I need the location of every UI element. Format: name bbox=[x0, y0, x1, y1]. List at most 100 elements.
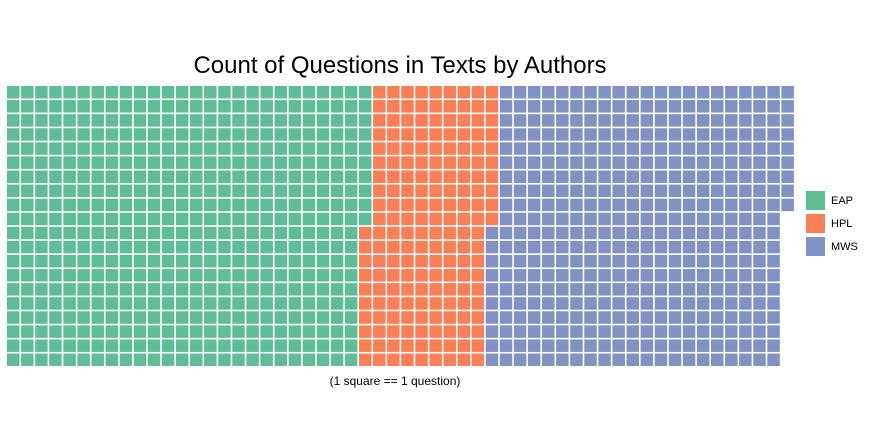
waffle-square-mws bbox=[668, 226, 682, 240]
waffle-square-eap bbox=[105, 128, 119, 141]
waffle-square-mws bbox=[753, 353, 766, 366]
waffle-square-hpl bbox=[415, 269, 428, 282]
waffle-square-eap bbox=[218, 240, 231, 254]
waffle-square-mws bbox=[542, 128, 555, 141]
waffle-square-mws bbox=[556, 353, 569, 366]
waffle-square-mws bbox=[682, 170, 696, 183]
waffle-square-eap bbox=[218, 297, 231, 310]
waffle-square-mws bbox=[513, 325, 527, 338]
waffle-square-hpl bbox=[387, 339, 400, 352]
waffle-square-eap bbox=[288, 114, 302, 127]
waffle-square-eap bbox=[133, 311, 147, 324]
waffle-square-hpl bbox=[373, 325, 386, 338]
waffle-square-eap bbox=[21, 311, 34, 324]
waffle-square-mws bbox=[696, 170, 710, 183]
waffle-square-eap bbox=[147, 86, 161, 99]
waffle-square-mws bbox=[612, 283, 625, 296]
waffle-square-hpl bbox=[401, 283, 414, 296]
waffle-square-mws bbox=[626, 114, 639, 127]
waffle-square-mws bbox=[584, 339, 597, 352]
waffle-square-eap bbox=[35, 128, 48, 141]
waffle-square-eap bbox=[330, 339, 344, 352]
waffle-square-mws bbox=[767, 325, 780, 338]
waffle-square-eap bbox=[49, 170, 62, 183]
waffle-square-hpl bbox=[471, 100, 485, 113]
waffle-square-eap bbox=[63, 128, 76, 141]
waffle-square-hpl bbox=[457, 269, 471, 282]
waffle-square-hpl bbox=[401, 339, 414, 352]
waffle-square-mws bbox=[668, 325, 682, 338]
waffle-square-eap bbox=[105, 226, 119, 240]
waffle-square-mws bbox=[499, 325, 513, 338]
waffle-square-mws bbox=[696, 212, 710, 226]
waffle-square-eap bbox=[260, 100, 273, 113]
waffle-square-eap bbox=[77, 226, 90, 240]
waffle-square-hpl bbox=[387, 311, 400, 324]
waffle-square-mws bbox=[739, 254, 752, 268]
waffle-square-eap bbox=[204, 311, 217, 324]
waffle-square-eap bbox=[204, 212, 217, 226]
waffle-square-mws bbox=[696, 269, 710, 282]
waffle-square-eap bbox=[133, 254, 147, 268]
waffle-square-mws bbox=[556, 128, 569, 141]
waffle-square-mws bbox=[542, 311, 555, 324]
waffle-square-eap bbox=[274, 86, 287, 99]
waffle-square-mws bbox=[499, 269, 513, 282]
waffle-square-hpl bbox=[429, 212, 442, 226]
waffle-square-eap bbox=[204, 297, 217, 310]
waffle-square-mws bbox=[711, 142, 724, 155]
waffle-square-eap bbox=[21, 198, 34, 212]
waffle-square-eap bbox=[246, 170, 259, 183]
waffle-square-eap bbox=[77, 156, 90, 169]
waffle-square-mws bbox=[499, 297, 513, 310]
waffle-square-hpl bbox=[429, 198, 442, 212]
waffle-square-eap bbox=[7, 269, 20, 282]
waffle-square-hpl bbox=[373, 156, 386, 169]
waffle-square-eap bbox=[330, 212, 344, 226]
waffle-square-mws bbox=[485, 311, 499, 324]
waffle-square-mws bbox=[626, 156, 639, 169]
waffle-square-hpl bbox=[457, 226, 471, 240]
waffle-square-eap bbox=[316, 226, 330, 240]
legend: EAP HPL MWS bbox=[806, 189, 858, 258]
waffle-square-mws bbox=[753, 339, 766, 352]
waffle-square-mws bbox=[682, 114, 696, 127]
waffle-square-mws bbox=[513, 86, 527, 99]
waffle-square-eap bbox=[7, 212, 20, 226]
waffle-square-mws bbox=[598, 269, 611, 282]
waffle-square-hpl bbox=[373, 114, 386, 127]
waffle-square-eap bbox=[246, 353, 259, 366]
waffle-square-mws bbox=[584, 142, 597, 155]
waffle-square-mws bbox=[527, 142, 541, 155]
waffle-square-mws bbox=[584, 170, 597, 183]
waffle-square-eap bbox=[260, 114, 273, 127]
waffle-square-hpl bbox=[429, 283, 442, 296]
waffle-square-eap bbox=[359, 170, 372, 183]
waffle-square-mws bbox=[640, 100, 654, 113]
waffle-square-eap bbox=[288, 297, 302, 310]
waffle-square-eap bbox=[105, 156, 119, 169]
waffle-square-eap bbox=[147, 100, 161, 113]
waffle-square-mws bbox=[654, 198, 668, 212]
waffle-square-mws bbox=[711, 198, 724, 212]
waffle-square-eap bbox=[330, 254, 344, 268]
waffle-square-eap bbox=[344, 325, 358, 338]
waffle-square-eap bbox=[105, 283, 119, 296]
waffle-square-mws bbox=[584, 212, 597, 226]
waffle-square-mws bbox=[696, 240, 710, 254]
waffle-square-hpl bbox=[387, 100, 400, 113]
waffle-square-mws bbox=[527, 114, 541, 127]
waffle-square-eap bbox=[175, 142, 189, 155]
waffle-square-mws bbox=[696, 184, 710, 198]
waffle-square-hpl bbox=[457, 254, 471, 268]
waffle-square-mws bbox=[668, 339, 682, 352]
waffle-square-eap bbox=[302, 114, 316, 127]
waffle-square-eap bbox=[21, 240, 34, 254]
waffle-square-mws bbox=[556, 198, 569, 212]
waffle-square-hpl bbox=[373, 240, 386, 254]
waffle-square-mws bbox=[598, 86, 611, 99]
waffle-square-mws bbox=[739, 226, 752, 240]
waffle-square-mws bbox=[598, 339, 611, 352]
waffle-square-hpl bbox=[373, 269, 386, 282]
waffle-square-hpl bbox=[401, 198, 414, 212]
